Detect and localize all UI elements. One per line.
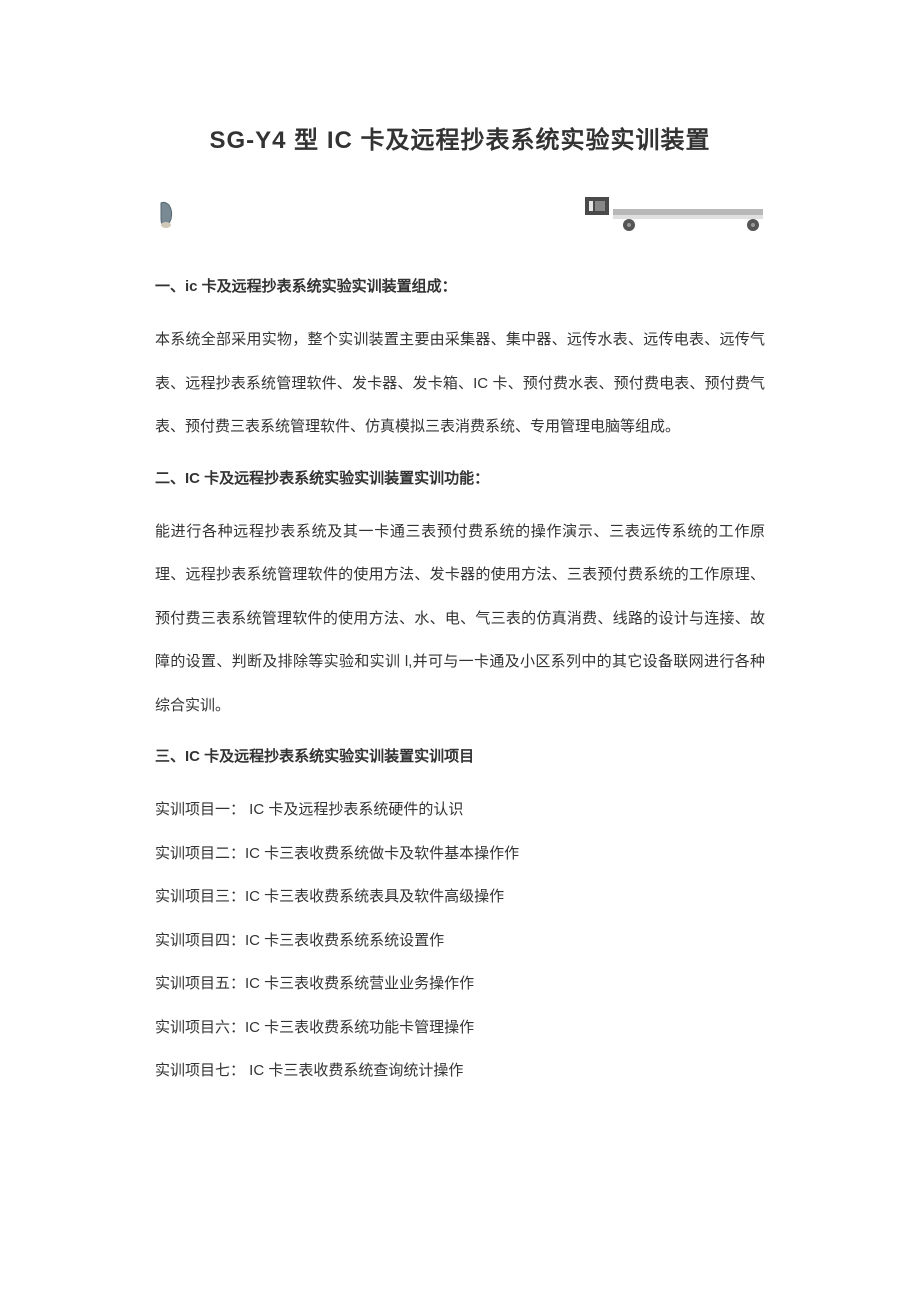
list-item: 实训项目六：IC 卡三表收费系统功能卡管理操作	[155, 1006, 765, 1050]
list-item: 实训项目五：IC 卡三表收费系统营业业务操作作	[155, 962, 765, 1006]
list-item: 实训项目四：IC 卡三表收费系统系统设置作	[155, 919, 765, 963]
section-3-heading: 三、IC 卡及远程抄表系统实验实训装置实训项目	[155, 745, 765, 766]
section-2-heading: 二、IC 卡及远程抄表系统实验实训装置实训功能：	[155, 467, 765, 488]
section-2-para: 能进行各种远程抄表系统及其一卡通三表预付费系统的操作演示、三表远传系统的工作原理…	[155, 510, 765, 728]
section-1-para: 本系统全部采用实物，整个实训装置主要由采集器、集中器、远传水表、远传电表、远传气…	[155, 318, 765, 449]
left-device-icon	[155, 197, 191, 233]
section-1-heading: 一、ic 卡及远程抄表系统实验实训装置组成：	[155, 275, 765, 296]
right-device-icon	[585, 197, 765, 233]
list-item: 实训项目七： IC 卡三表收费系统查询统计操作	[155, 1049, 765, 1093]
image-row	[155, 195, 765, 235]
list-item: 实训项目一： IC 卡及远程抄表系统硬件的认识	[155, 788, 765, 832]
list-item: 实训项目三：IC 卡三表收费系统表具及软件高级操作	[155, 875, 765, 919]
page-title: SG-Y4 型 IC 卡及远程抄表系统实验实训装置	[155, 120, 765, 155]
list-item: 实训项目二：IC 卡三表收费系统做卡及软件基本操作作	[155, 832, 765, 876]
